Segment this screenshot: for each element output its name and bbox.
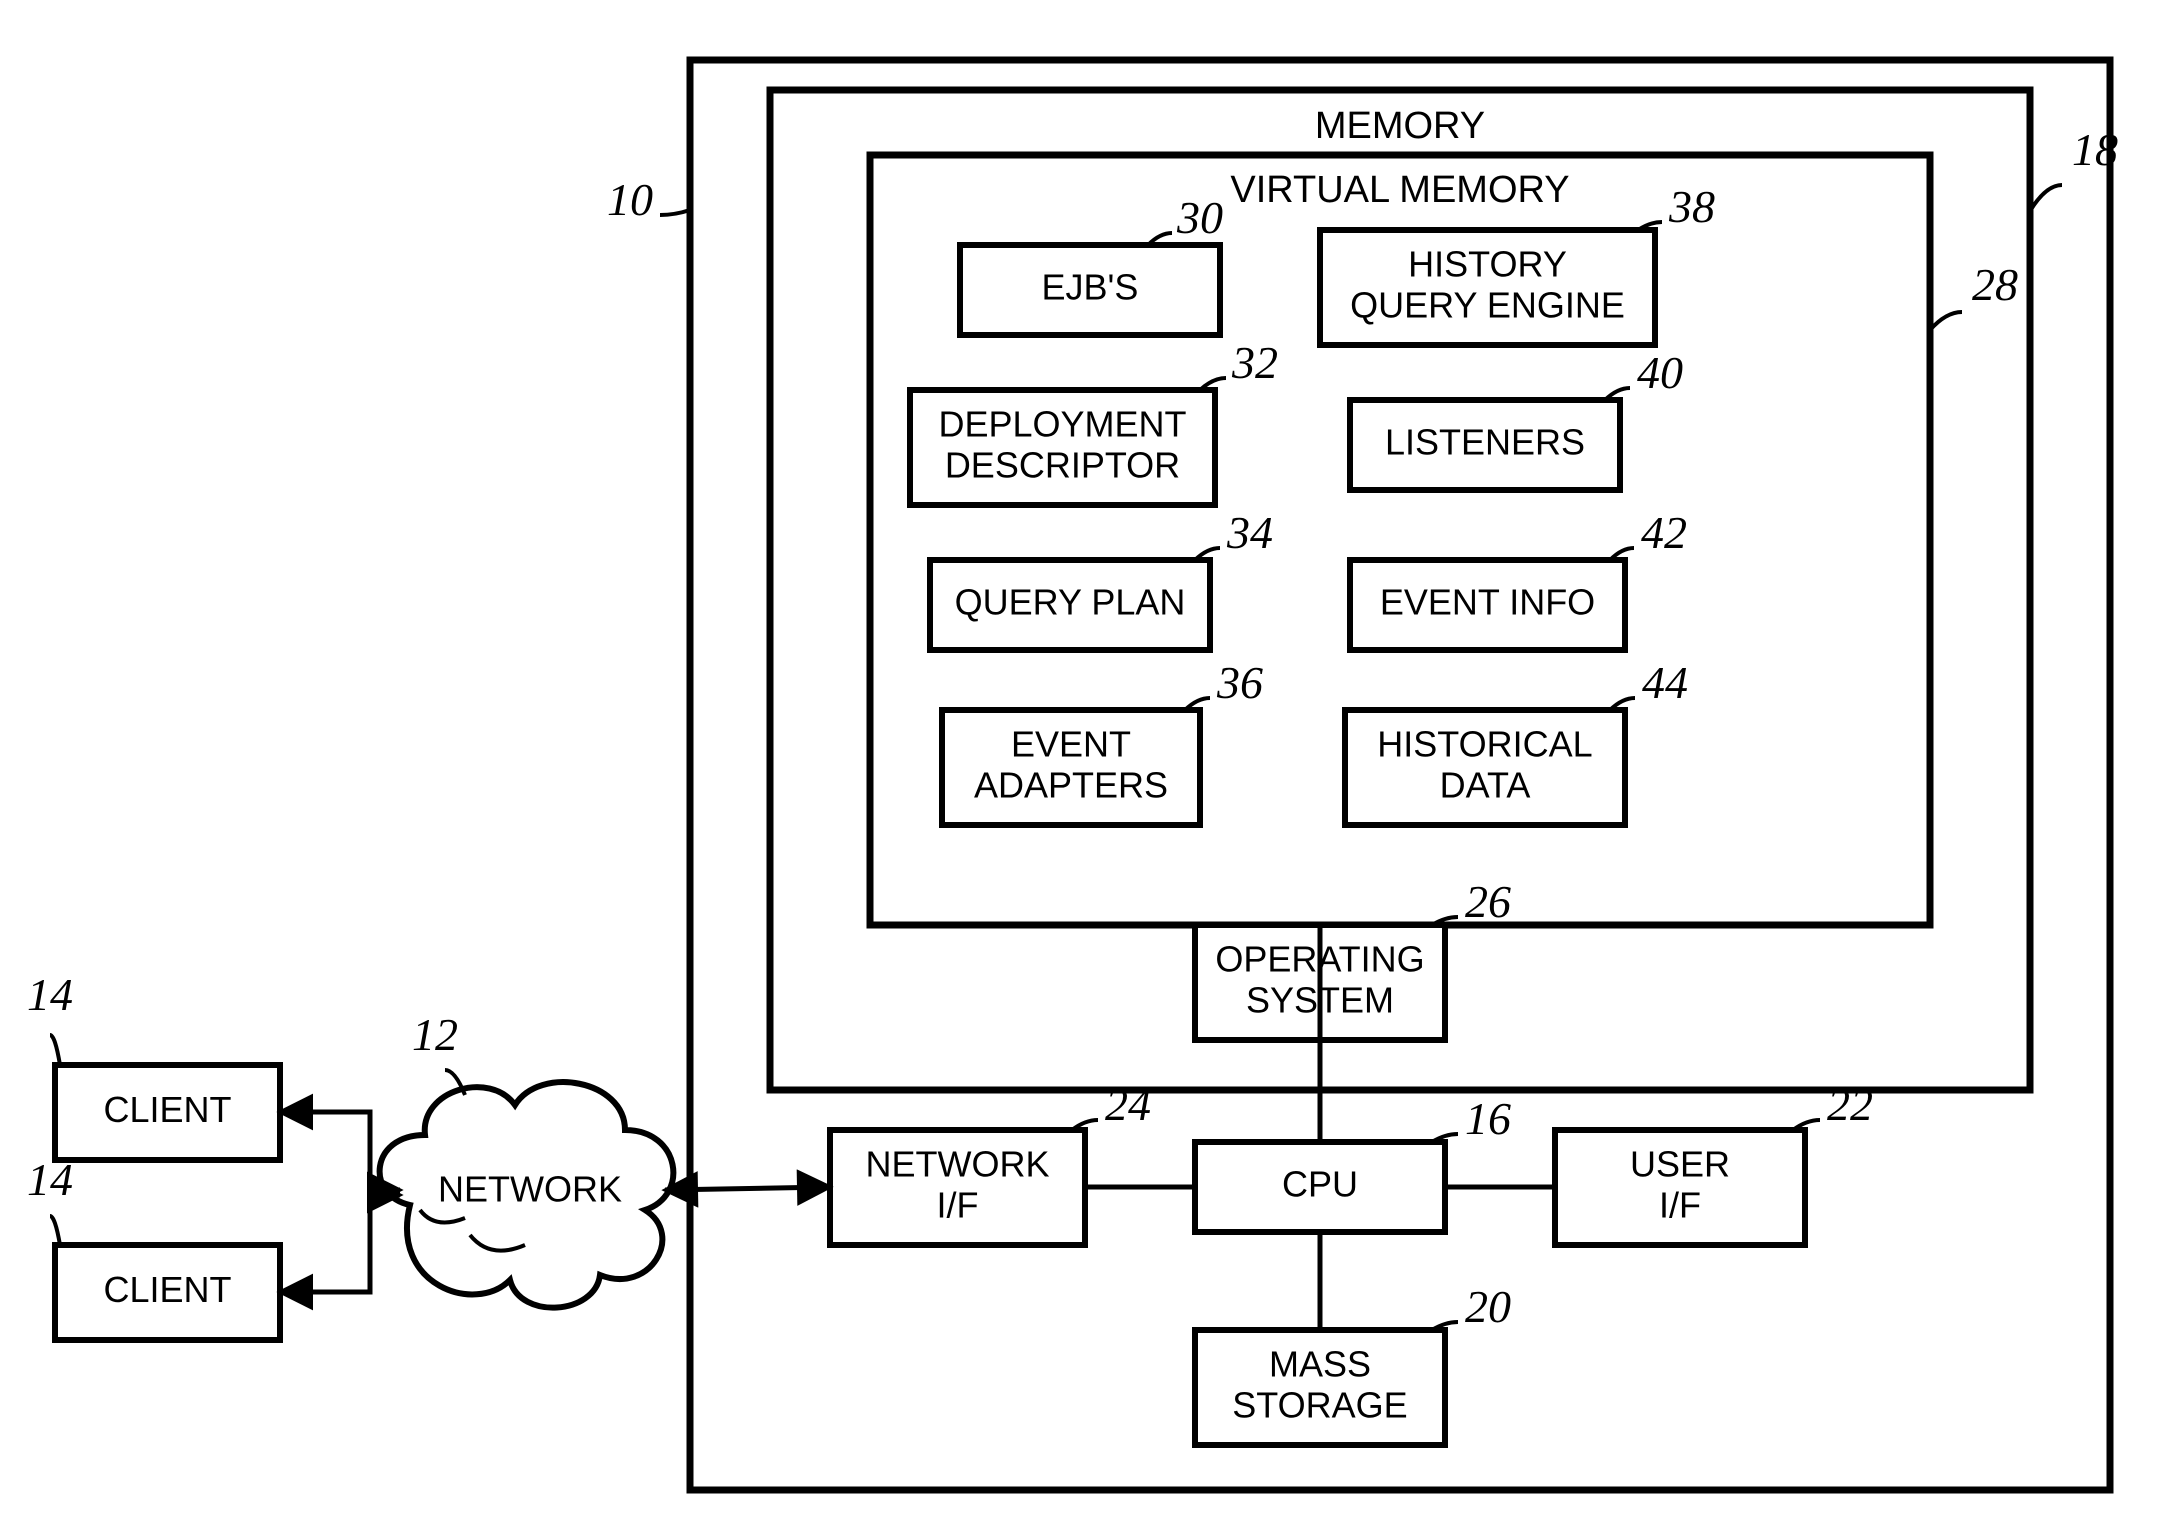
client1-refnum: 14	[27, 969, 73, 1020]
client2-label-0: CLIENT	[103, 1269, 231, 1310]
connector-8	[280, 1195, 400, 1292]
network_if-label-0: NETWORK	[866, 1143, 1050, 1184]
event_info-label-0: EVENT INFO	[1380, 582, 1595, 623]
network-cloud-refnum: 12	[412, 1009, 458, 1060]
historical-label-1: DATA	[1440, 765, 1531, 806]
query_plan-refnum: 34	[1226, 507, 1273, 558]
event_adapters-refnum: 36	[1216, 657, 1263, 708]
mass_storage-label-1: STORAGE	[1232, 1385, 1407, 1426]
connector-6	[665, 1187, 830, 1190]
historical-refnum: 44	[1642, 657, 1688, 708]
history_engine-label-0: HISTORY	[1408, 243, 1567, 284]
event_info-refnum: 42	[1641, 507, 1687, 558]
network_if-refnum: 24	[1105, 1079, 1151, 1130]
mass_storage-label-0: MASS	[1269, 1343, 1371, 1384]
network_if-label-1: I/F	[937, 1185, 979, 1226]
user_if-refnum: 22	[1827, 1079, 1873, 1130]
deployment-label-0: DEPLOYMENT	[938, 403, 1186, 444]
deployment-label-1: DESCRIPTOR	[945, 445, 1180, 486]
historical-label-0: HISTORICAL	[1377, 723, 1592, 764]
mass_storage-refnum: 20	[1465, 1281, 1511, 1332]
memory-title: MEMORY	[1315, 105, 1485, 147]
user_if-label-1: I/F	[1659, 1185, 1701, 1226]
cpu-refnum: 16	[1465, 1093, 1511, 1144]
ejbs-refnum: 30	[1176, 192, 1223, 243]
virtual_memory-title: VIRTUAL MEMORY	[1230, 169, 1569, 211]
listeners-refnum: 40	[1637, 347, 1683, 398]
event_adapters-label-1: ADAPTERS	[974, 765, 1168, 806]
client1-label-0: CLIENT	[103, 1089, 231, 1130]
ejbs-label-0: EJB'S	[1042, 267, 1139, 308]
system-refnum: 10	[607, 174, 653, 225]
listeners-label-0: LISTENERS	[1385, 422, 1585, 463]
event_adapters-label-0: EVENT	[1011, 723, 1131, 764]
user_if-label-0: USER	[1630, 1143, 1730, 1184]
os-refnum: 26	[1465, 876, 1511, 927]
network-cloud: NETWORK 12	[380, 1009, 674, 1308]
deployment-refnum: 32	[1231, 337, 1278, 388]
history_engine-refnum: 38	[1668, 181, 1715, 232]
client2-refnum: 14	[27, 1154, 73, 1205]
memory-refnum: 18	[2072, 124, 2118, 175]
cpu-label-0: CPU	[1282, 1164, 1358, 1205]
query_plan-label-0: QUERY PLAN	[955, 582, 1186, 623]
client2-box: CLIENT 14	[27, 1154, 280, 1340]
virtual_memory-refnum: 28	[1972, 259, 2018, 310]
network-cloud-label: NETWORK	[438, 1169, 622, 1210]
client1-box: CLIENT 14	[27, 969, 280, 1160]
history_engine-label-1: QUERY ENGINE	[1350, 285, 1625, 326]
